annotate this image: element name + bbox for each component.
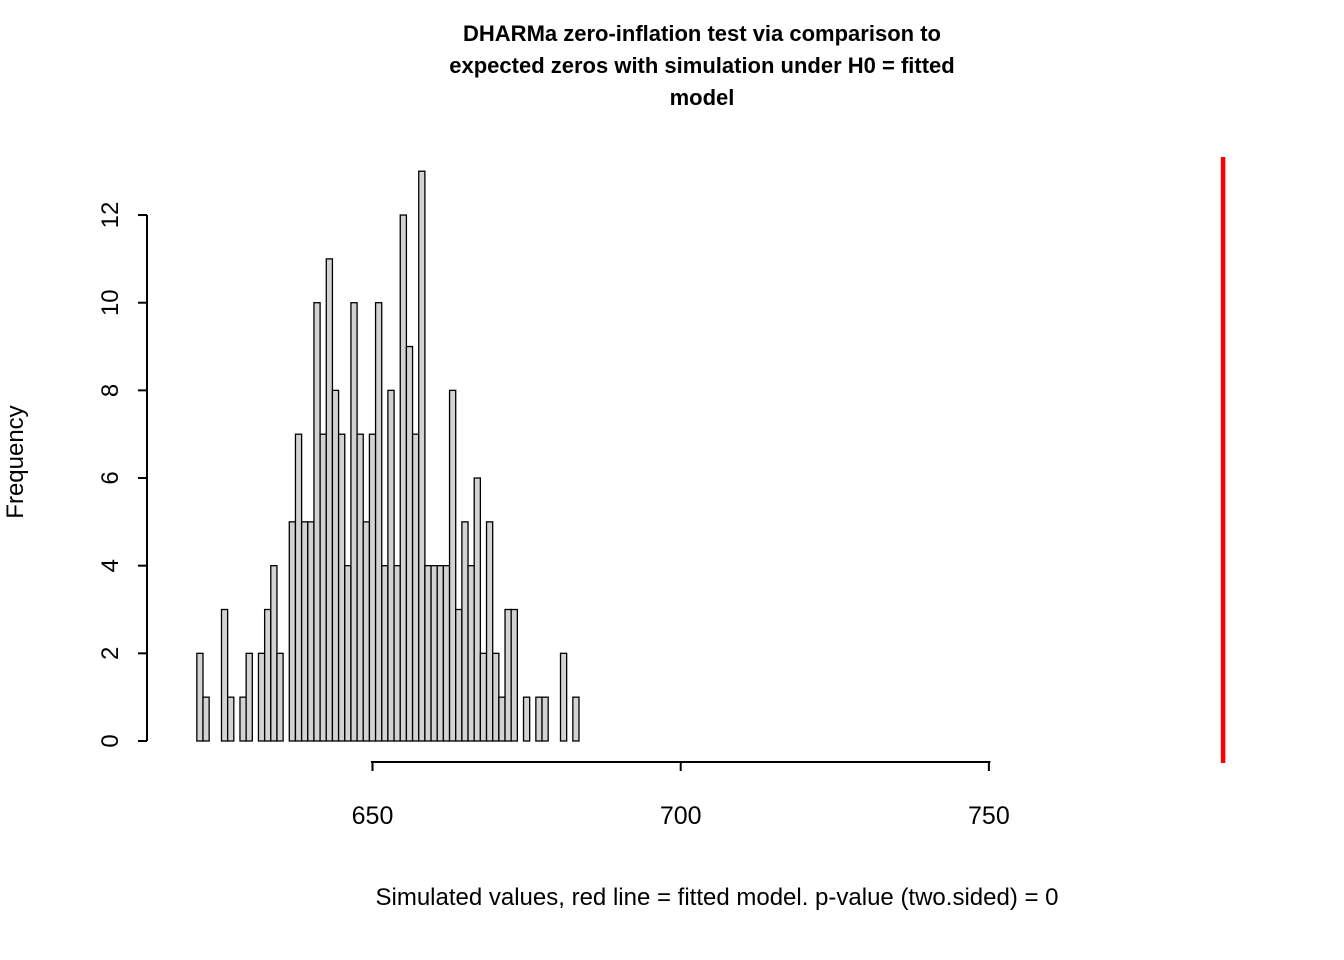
x-tick-label: 700 [660,802,702,830]
histogram-bar [276,652,284,742]
histogram-bar [288,521,297,742]
histogram-bar [202,696,210,742]
histogram-bar [226,696,235,742]
histogram-bar [411,433,420,742]
histogram-bar [448,389,457,742]
histogram-bar [319,433,327,742]
histogram-bar [541,696,549,742]
y-tick-label: 10 [97,289,124,316]
histogram-bar [356,433,364,742]
histogram-bar [325,258,334,742]
histogram-bar [362,521,371,742]
plot-title: DHARMa zero-inflation test via compariso… [449,21,955,110]
histogram-bar [510,608,519,742]
histogram-bar [263,608,272,742]
histogram-bar [479,652,488,742]
histogram-bar [220,608,229,742]
y-tick-label: 2 [97,647,124,660]
histogram-bar [245,652,253,742]
histogram-bar [405,345,414,742]
x-tick-label: 750 [968,802,1010,830]
histogram-bar [492,652,500,742]
histogram-bar [473,477,482,742]
histogram-bar [455,608,463,742]
histogram-bar [461,521,469,742]
histogram-bar [300,521,309,742]
histogram-bar [257,652,266,742]
histogram-bar [368,433,377,742]
histogram-bar [381,565,389,742]
histogram-bar [344,565,352,742]
histogram-bar [294,433,303,742]
histogram-bar [522,696,531,742]
histogram-bar [467,565,475,742]
y-tick-label: 6 [97,471,124,484]
histogram-bar [350,302,358,742]
x-tick-label: 650 [352,802,394,830]
histogram-bar [313,302,321,742]
histogram-bar [424,565,432,742]
histogram-bar [430,565,438,742]
histogram-bar [418,170,426,742]
x-axis-label: Simulated values, red line = fitted mode… [375,884,1059,911]
histogram-bar [387,389,395,742]
histogram-bar [337,433,346,742]
histogram-bar [504,608,512,742]
histogram-bar [485,521,494,742]
histogram-bar [307,521,315,742]
y-axis-label: Frequency [2,405,29,519]
histogram-bar [498,696,506,742]
histogram-bar [374,302,383,742]
histogram-bar [196,652,204,742]
y-tick-label: 8 [97,384,124,397]
histogram-bar [270,565,278,742]
y-tick-label: 4 [97,559,124,572]
histogram-bar [331,389,340,742]
histogram-bar [559,652,568,742]
histogram-bar [436,565,445,742]
histogram-bar [572,696,580,742]
histogram-bar [393,565,401,742]
histogram-bar [535,696,543,742]
y-tick-label: 0 [97,734,124,747]
y-tick-label: 12 [97,202,124,229]
histogram-bar [399,214,408,742]
histogram-bar [442,565,451,742]
histogram-bar [239,696,247,742]
